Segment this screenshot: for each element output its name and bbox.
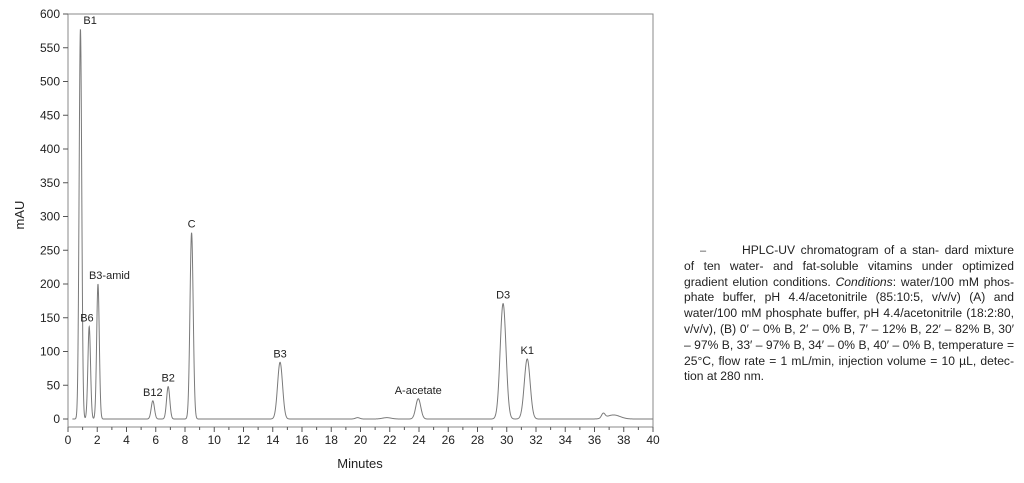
x-tick-label: 24 [412, 433, 426, 447]
x-tick-label: 26 [442, 433, 456, 447]
caption-line-13: tion at 280 nm. [684, 369, 765, 384]
caption-marker: – [700, 245, 707, 257]
peak-label-d3: D3 [496, 290, 510, 302]
x-tick-label: 40 [646, 433, 660, 447]
caption-line-12: 1 mL/min, injection volume = 10 µL, dete… [780, 353, 1015, 368]
figure-caption: HPLC-UV chromatogram of a stan- dard mix… [684, 243, 1014, 385]
peak-label-b1: B1 [83, 15, 96, 27]
caption-line-9: (B) 0′ – 0% B, 2′ – 0% B, 7′ – 12% B, 22… [719, 321, 952, 336]
x-tick-label: 0 [65, 433, 72, 447]
x-tick-label: 22 [383, 433, 397, 447]
caption-line-8: buffer, pH 4.4/acetonitrile (18:2:80, v/… [684, 306, 1014, 336]
x-tick-label: 36 [588, 433, 602, 447]
x-axis: 0 2 4 6 8 10 12 14 16 18 20 22 24 26 28 30 32 34 36 38 40 [65, 427, 660, 447]
peak-label-b3-amid: B3-amid [89, 270, 130, 282]
y-axis: 0 50 100 150 200 250 300 350 400 450 500 550 600 [40, 7, 68, 426]
x-tick-label: 4 [123, 433, 130, 447]
y-tick-label: 300 [40, 210, 60, 224]
plot-frame [67, 13, 654, 428]
y-tick-label: 600 [40, 7, 60, 21]
caption-line-5: : water/100 mM phos- [892, 274, 1014, 289]
y-tick-label: 450 [40, 108, 60, 122]
x-tick-label: 30 [500, 433, 514, 447]
x-tick-label: 18 [325, 433, 339, 447]
peak-label-k1: K1 [520, 345, 533, 357]
y-tick-label: 0 [53, 412, 60, 426]
y-tick-label: 350 [40, 176, 60, 190]
x-tick-label: 10 [208, 433, 222, 447]
y-tick-label: 400 [40, 142, 60, 156]
caption-conditions-label: Conditions [835, 274, 893, 289]
caption-line-11: 40′ – 0% B, temperature = 25°C, flow rat… [684, 337, 1015, 368]
peak-labels: B1 B6 B3-amid B12 B2 C B3 A-acetate D3 K1 [80, 15, 534, 399]
y-tick-label: 500 [40, 75, 60, 89]
caption-line-1: HPLC-UV chromatogram of a stan- [742, 243, 939, 257]
caption-line-3: vitamins under optimized gradient elutio… [684, 258, 1014, 289]
x-tick-label: 6 [152, 433, 159, 447]
x-tick-label: 28 [471, 433, 485, 447]
peak-label-b6: B6 [80, 313, 93, 325]
x-tick-label: 32 [529, 433, 543, 447]
y-tick-label: 150 [40, 311, 60, 325]
y-tick-label: 50 [47, 378, 61, 392]
caption-line-4: conditions. [772, 274, 831, 289]
peak-label-b12: B12 [143, 387, 163, 399]
peak-label-a-acetate: A-acetate [395, 385, 442, 397]
peak-label-b2: B2 [161, 373, 174, 385]
y-tick-label: 550 [40, 41, 60, 55]
peak-label-c: C [188, 219, 196, 231]
y-tick-label: 200 [40, 277, 60, 291]
x-tick-label: 38 [617, 433, 631, 447]
caption-line-2: dard mixture of ten water- and fat-solub… [684, 243, 1014, 273]
caption-line-7: v/v/v) (A) and water/100 mM phosphate [684, 290, 1014, 321]
x-tick-label: 14 [266, 433, 280, 447]
x-axis-title: Minutes [337, 456, 383, 471]
x-tick-label: 20 [354, 433, 368, 447]
caption-line-10: 82% B, 30′ – 97% B, 33′ – 97% B, 34′ – 0… [684, 321, 1014, 352]
y-axis-title: mAU [12, 201, 27, 230]
x-tick-label: 16 [295, 433, 309, 447]
x-tick-label: 8 [182, 433, 189, 447]
peak-label-b3: B3 [273, 348, 286, 360]
x-tick-label: 12 [237, 433, 251, 447]
chromatogram-trace [72, 29, 653, 420]
x-tick-label: 2 [94, 433, 101, 447]
y-tick-label: 100 [40, 345, 60, 359]
caption-line-6: phate buffer, pH 4.4/acetonitrile (85:10… [684, 290, 924, 305]
y-tick-label: 250 [40, 243, 60, 257]
x-tick-label: 34 [559, 433, 573, 447]
